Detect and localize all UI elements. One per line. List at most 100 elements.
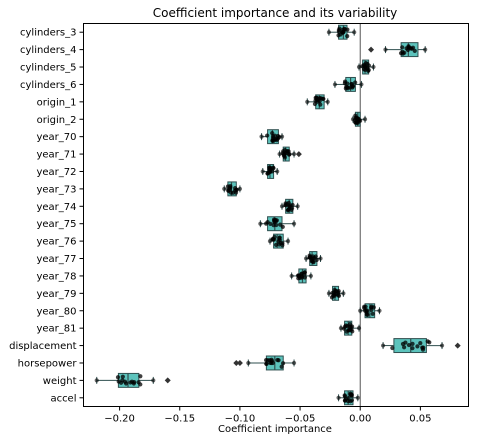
sample-point (343, 394, 347, 398)
sample-point (283, 155, 287, 159)
sample-point (276, 239, 280, 243)
sample-point (341, 291, 345, 295)
sample-point (275, 218, 279, 222)
sample-point (339, 326, 343, 330)
y-tick-label: year_76 (36, 237, 76, 248)
box-year_81 (339, 321, 361, 335)
sample-point (371, 312, 375, 316)
sample-point (369, 305, 373, 309)
sample-point (357, 65, 361, 69)
sample-point (296, 276, 300, 280)
sample-point (222, 187, 226, 191)
sample-point (305, 100, 309, 104)
sample-point (261, 169, 265, 173)
box-cylinders_4 (368, 43, 427, 57)
sample-point (272, 223, 276, 227)
sample-point (281, 149, 285, 153)
y-tick-label: cylinders_4 (20, 45, 77, 56)
outlier-marker (368, 47, 374, 53)
sample-point (280, 135, 284, 139)
y-tick-label: year_77 (36, 254, 76, 265)
box-accel (336, 391, 359, 405)
sample-point (415, 344, 419, 348)
y-tick-label: cylinders_6 (20, 80, 77, 91)
sample-point (258, 222, 262, 226)
sample-point (353, 80, 357, 84)
x-tick-label: −0.15 (164, 414, 195, 425)
sample-point (351, 117, 355, 121)
sample-point (296, 204, 300, 208)
sample-point (356, 396, 360, 400)
box-cylinders_6 (333, 77, 364, 91)
sample-point (303, 270, 307, 274)
sample-point (348, 392, 352, 396)
box-displacement (381, 339, 461, 353)
box-year_70 (259, 130, 284, 144)
sample-point (280, 204, 284, 208)
sample-point (381, 343, 385, 347)
sample-point (336, 396, 340, 400)
sample-point (349, 325, 353, 329)
y-tick-label: weight (43, 376, 77, 387)
sample-point (267, 170, 271, 174)
sample-point (259, 135, 263, 139)
box-horsepower (233, 356, 296, 370)
sample-point (271, 134, 275, 138)
sample-point (290, 274, 294, 278)
x-tick-label: 0.00 (349, 414, 371, 425)
box-year_74 (280, 199, 300, 213)
y-tick-label: displacement (9, 341, 76, 352)
sample-point (345, 28, 349, 32)
sample-point (313, 102, 317, 106)
y-tick-label: year_71 (36, 150, 76, 161)
sample-point (292, 222, 296, 226)
sample-point (406, 44, 410, 48)
sample-point (352, 30, 356, 34)
sample-point (333, 82, 337, 86)
sample-point (330, 295, 334, 299)
sample-point (362, 305, 366, 309)
sample-point (410, 346, 414, 350)
sample-point (363, 309, 367, 313)
x-tick-label: −0.20 (104, 414, 135, 425)
sample-point (238, 187, 242, 191)
sample-point (350, 329, 354, 333)
sample-point (311, 259, 315, 263)
sample-point (270, 169, 274, 173)
sample-point (268, 239, 272, 243)
sample-point (410, 342, 414, 346)
sample-point (358, 309, 362, 313)
sample-point (407, 343, 411, 347)
sample-point (345, 34, 349, 38)
sample-point (292, 361, 296, 365)
sample-point (383, 48, 387, 52)
sample-point (326, 100, 330, 104)
outlier-marker (237, 360, 243, 366)
y-tick-label: year_70 (36, 132, 76, 143)
sample-point (265, 133, 269, 137)
sample-point (359, 82, 363, 86)
sample-point (357, 326, 361, 330)
sample-point (363, 117, 367, 121)
x-axis-label: Coefficient importance (218, 424, 332, 435)
sample-point (327, 291, 331, 295)
sample-point (403, 341, 407, 345)
sample-point (117, 379, 121, 383)
sample-point (286, 239, 290, 243)
sample-point (266, 220, 270, 224)
sample-point (264, 362, 268, 366)
y-tick-label: year_73 (36, 184, 76, 195)
sample-point (304, 256, 308, 260)
x-tick-label: −0.10 (225, 414, 256, 425)
outlier-marker (455, 343, 461, 349)
sample-point (274, 243, 278, 247)
box-year_75 (258, 217, 296, 231)
box-cylinders_3 (327, 25, 356, 39)
y-tick-label: year_72 (36, 167, 76, 178)
y-tick-label: origin_1 (37, 97, 77, 108)
box-year_77 (304, 252, 323, 266)
sample-point (128, 380, 132, 384)
y-axis: cylinders_3 cylinders_4 cylinders_5cylinde… (9, 28, 83, 405)
sample-point (345, 324, 349, 328)
